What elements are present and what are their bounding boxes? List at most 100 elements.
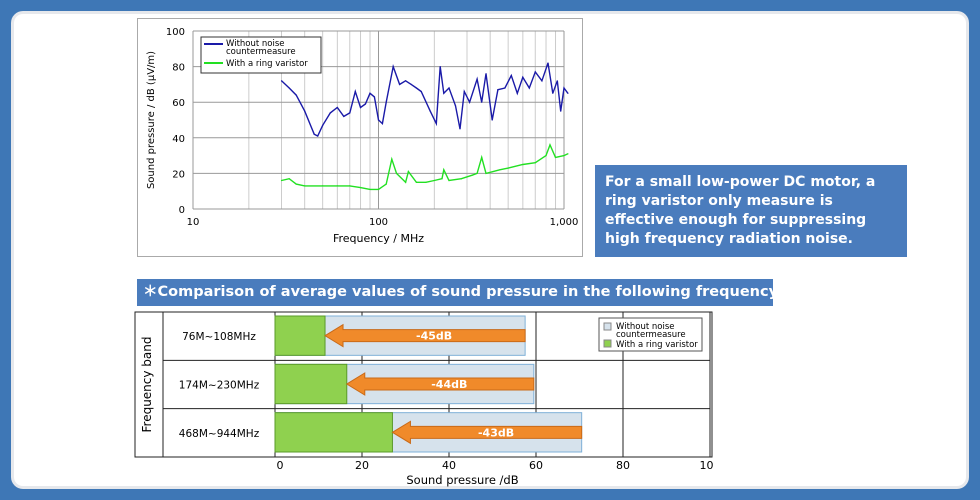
data-point [385, 101, 387, 103]
data-point [385, 183, 387, 185]
data-point [377, 119, 380, 121]
data-point [359, 106, 362, 109]
data-point [354, 90, 356, 93]
reduction-arrow [345, 372, 535, 396]
data-point [481, 156, 483, 158]
data-point [552, 92, 554, 94]
data-point [534, 71, 536, 73]
data-point [322, 124, 324, 126]
data-point [504, 87, 506, 89]
data-point [304, 185, 306, 187]
legend-label: With a ring varistor [616, 340, 698, 350]
data-point [547, 62, 549, 64]
y-axis-title: Sound pressure / dB (μV/m) [146, 51, 157, 189]
category-label: 468M~944MHz [179, 428, 260, 440]
data-point [497, 89, 499, 91]
data-point [510, 74, 512, 77]
data-point [349, 185, 351, 187]
series-line-0 [281, 62, 569, 137]
data-point [405, 80, 407, 82]
data-point [471, 174, 473, 176]
data-point [288, 178, 290, 180]
data-point [541, 80, 543, 82]
bar-with-varistor [274, 363, 348, 405]
data-point [425, 181, 427, 183]
category-label: 76M~108MHz [182, 331, 256, 343]
section-heading: ＊Comparison of average values of sound p… [137, 279, 833, 306]
data-point [391, 158, 393, 160]
data-point [459, 128, 461, 130]
data-point [317, 135, 319, 137]
data-point [329, 112, 331, 114]
data-point [349, 112, 351, 114]
series-line-1 [281, 143, 569, 191]
data-point [556, 80, 558, 82]
y-tick-label: 60 [172, 98, 185, 109]
x-tick-label: 60 [529, 459, 543, 472]
y-tick-label: 100 [166, 27, 185, 38]
reduction-label: -43dB [478, 426, 514, 439]
data-point [522, 76, 524, 78]
legend-label: Without noise [226, 39, 285, 49]
y-tick-label: 40 [172, 134, 185, 145]
data-point [336, 106, 338, 109]
data-point [454, 105, 457, 107]
data-point [476, 78, 478, 80]
data-point [405, 181, 407, 183]
data-point [313, 133, 315, 135]
note-box: For a small low-power DC motor, a ring v… [595, 165, 907, 257]
data-point [369, 188, 371, 191]
data-point [516, 92, 518, 94]
y-tick-label: 20 [172, 169, 185, 180]
data-point [481, 101, 483, 103]
data-point [507, 167, 509, 169]
x-tick-label: 40 [442, 459, 456, 472]
legend-label-cont: countermeasure [616, 330, 686, 340]
x-tick-label: 10 [187, 217, 200, 228]
data-point [295, 183, 297, 185]
data-point [545, 155, 547, 157]
data-point [443, 92, 445, 94]
legend-box [598, 317, 703, 352]
category-label: 174M~230MHz [179, 380, 260, 392]
data-point [377, 188, 380, 191]
data-point [373, 96, 375, 98]
data-point [280, 179, 283, 182]
y-tick-label: 80 [172, 63, 185, 74]
x-tick-label: 20 [355, 459, 369, 472]
data-point [359, 187, 362, 189]
legend-swatch [603, 339, 612, 348]
data-point [392, 66, 394, 68]
x-tick-label: 100 [369, 217, 388, 228]
data-point [415, 87, 417, 89]
data-point [443, 169, 445, 171]
data-point [433, 179, 435, 182]
reduction-label: -45dB [416, 330, 452, 343]
data-point [304, 110, 306, 112]
data-point [410, 83, 412, 85]
data-point [460, 178, 463, 180]
data-point [567, 92, 569, 94]
x-axis-title: Sound pressure /dB [406, 473, 518, 487]
reduction-arrow [324, 323, 526, 348]
data-point [463, 90, 465, 93]
data-point [381, 122, 384, 125]
bar-chart: 0 20 40 60 80 100 Sound pressure /dB Frequency … [134, 311, 715, 487]
data-point [448, 87, 450, 89]
data-point [560, 110, 562, 112]
data-point [407, 171, 410, 173]
legend-swatch [603, 322, 612, 331]
data-point [322, 185, 324, 187]
x-tick-label: 80 [616, 459, 630, 472]
data-point [549, 144, 551, 146]
legend-label: With a ring varistor [226, 59, 308, 69]
legend-label-cont: countermeasure [226, 47, 296, 57]
data-point [528, 87, 530, 89]
bar-with-varistor [274, 315, 326, 356]
x-tick-label: 100 [700, 459, 715, 472]
data-point [295, 94, 297, 96]
data-point [288, 87, 290, 89]
data-point [554, 156, 557, 158]
data-point [420, 90, 422, 93]
